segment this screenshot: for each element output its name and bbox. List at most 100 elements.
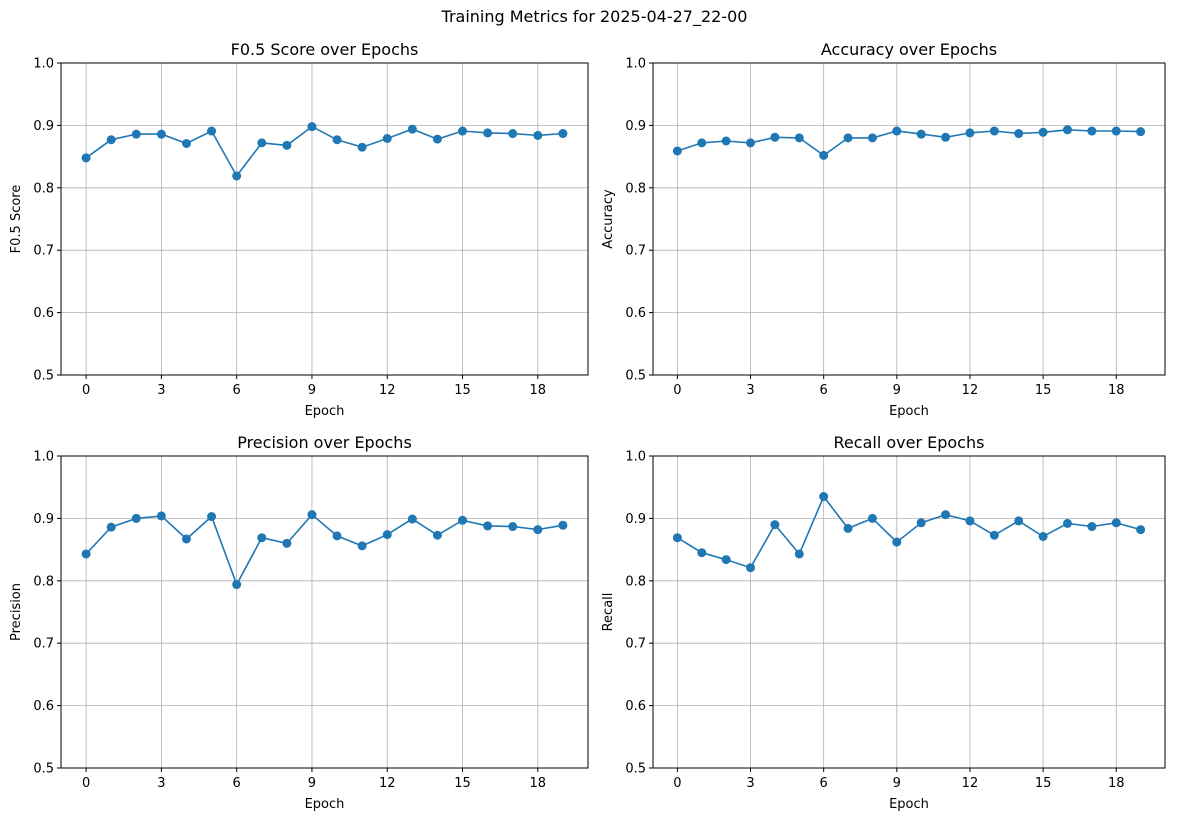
f05-data-point: [533, 130, 543, 140]
accuracy-data-point: [965, 128, 975, 138]
f05-data-point: [307, 122, 317, 132]
recall-data-point: [892, 537, 902, 547]
recall-data-point: [941, 510, 951, 520]
f05-data-point: [207, 126, 217, 136]
precision-x-tick-label: 0: [82, 776, 90, 791]
f05-data-point: [483, 128, 493, 138]
precision-axes-frame: [60, 455, 589, 769]
precision-data-point: [533, 525, 543, 535]
accuracy-y-tick-label: 0.6: [625, 306, 646, 321]
f05-x-tick-label: 15: [454, 383, 471, 398]
precision-data-point: [307, 510, 317, 520]
precision-data-point: [106, 522, 116, 532]
f05-data-point: [508, 129, 518, 139]
recall-y-tick-label: 0.7: [625, 637, 646, 652]
f05-ylabel: F0.5 Score: [9, 185, 24, 254]
accuracy-ylabel: Accuracy: [601, 189, 616, 249]
recall-data-point: [672, 533, 682, 543]
accuracy-x-tick-label: 9: [893, 383, 901, 398]
precision-x-tick-label: 18: [530, 776, 547, 791]
f05-y-tick-label: 1.0: [33, 57, 54, 72]
recall-y-tick-label: 0.9: [625, 512, 646, 527]
f05-x-tick-label: 9: [308, 383, 316, 398]
accuracy-title: Accuracy over Epochs: [821, 40, 997, 59]
recall-y-tick-label: 0.6: [625, 699, 646, 714]
accuracy-data-point: [989, 126, 999, 136]
recall-x-tick-label: 15: [1035, 776, 1052, 791]
recall-data-point: [1014, 516, 1024, 526]
recall-data-point: [794, 549, 804, 559]
recall-y-tick-label: 0.5: [625, 762, 646, 777]
recall-data-point: [1136, 525, 1146, 535]
recall-data-point: [867, 513, 877, 523]
f05-y-tick-label: 0.6: [33, 306, 54, 321]
recall-data-point: [1062, 518, 1072, 528]
recall-data-point: [916, 518, 926, 528]
recall-x-tick-label: 18: [1108, 776, 1125, 791]
f05-panel: 0 3 6 9 12 15 18 0.5 0.6 0.7 0.8 0.9 1.0 F0.5 Score o…: [9, 40, 589, 419]
precision-x-tick-label: 15: [454, 776, 471, 791]
f05-x-tick-label: 0: [82, 383, 90, 398]
f05-data-point: [257, 138, 267, 148]
f05-data-point: [432, 134, 442, 144]
accuracy-data-point: [1014, 129, 1024, 139]
precision-ylabel: Precision: [9, 583, 24, 641]
recall-data-point: [1087, 522, 1097, 532]
precision-panel: 0 3 6 9 12 15 18 0.5 0.6 0.7 0.8 0.9 1.0 Precision ov…: [9, 433, 589, 812]
recall-data-point: [770, 520, 780, 530]
precision-x-tick-label: 12: [379, 776, 396, 791]
precision-data-point: [508, 522, 518, 532]
recall-data-point: [989, 530, 999, 540]
f05-x-tick-label: 18: [530, 383, 547, 398]
precision-data-point: [407, 514, 417, 524]
accuracy-x-tick-label: 18: [1108, 383, 1125, 398]
f05-data-point: [382, 134, 392, 144]
recall-x-tick-label: 12: [962, 776, 979, 791]
f05-xlabel: Epoch: [305, 404, 345, 419]
f05-y-tick-label: 0.9: [33, 119, 54, 134]
precision-data-point: [282, 538, 292, 548]
recall-xlabel: Epoch: [889, 797, 929, 812]
precision-y-tick-label: 0.5: [33, 762, 54, 777]
accuracy-data-point: [721, 136, 731, 146]
precision-data-point: [458, 515, 468, 525]
accuracy-data-point: [867, 133, 877, 143]
accuracy-data-point: [819, 150, 829, 160]
accuracy-data-point: [1087, 126, 1097, 136]
recall-data-point: [746, 563, 756, 573]
recall-data-point: [965, 516, 975, 526]
recall-data-point: [843, 523, 853, 533]
precision-y-tick-label: 0.9: [33, 512, 54, 527]
precision-data-point: [357, 541, 367, 551]
f05-y-tick-label: 0.7: [33, 244, 54, 259]
accuracy-data-point: [843, 133, 853, 143]
accuracy-data-point: [746, 138, 756, 148]
accuracy-xlabel: Epoch: [889, 404, 929, 419]
accuracy-data-point: [794, 133, 804, 143]
accuracy-x-tick-label: 6: [820, 383, 828, 398]
accuracy-data-point: [1062, 125, 1072, 135]
f05-data-point: [156, 129, 166, 139]
accuracy-x-tick-label: 12: [962, 383, 979, 398]
f05-y-tick-label: 0.5: [33, 369, 54, 384]
recall-data-point: [1111, 518, 1121, 528]
precision-x-tick-label: 9: [308, 776, 316, 791]
figure-title: Training Metrics for 2025-04-27_22-00: [441, 7, 748, 26]
f05-data-point: [357, 142, 367, 152]
accuracy-y-tick-label: 0.7: [625, 244, 646, 259]
precision-data-point: [432, 530, 442, 540]
accuracy-axes-frame: [652, 62, 1166, 376]
precision-data-point: [332, 531, 342, 541]
precision-y-tick-label: 0.6: [33, 699, 54, 714]
accuracy-y-tick-label: 0.8: [625, 181, 646, 196]
accuracy-data-point: [916, 129, 926, 139]
accuracy-x-tick-label: 0: [673, 383, 681, 398]
precision-y-tick-label: 0.8: [33, 574, 54, 589]
f05-data-point: [458, 126, 468, 136]
accuracy-data-point: [770, 132, 780, 142]
f05-data-point: [232, 171, 242, 181]
precision-data-point: [558, 520, 568, 530]
f05-data-point: [106, 135, 116, 145]
accuracy-data-point: [1136, 127, 1146, 137]
